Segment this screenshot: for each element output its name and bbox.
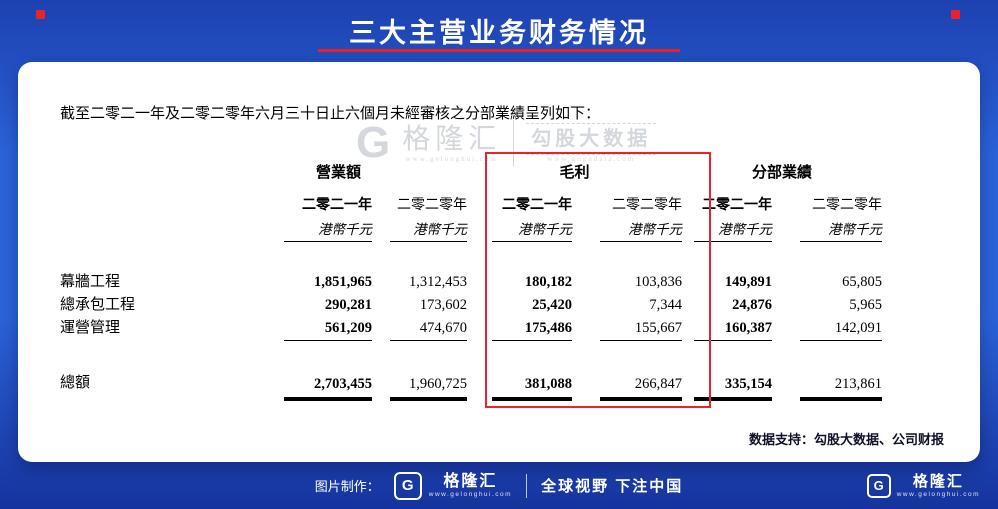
spacer-cell — [60, 220, 210, 243]
footer-divider — [526, 473, 528, 498]
watermark-partner: 勾股大数据 — [526, 123, 657, 155]
made-by-label: 图片制作： — [314, 479, 380, 494]
unit-header: 港幣千元 — [284, 220, 372, 242]
year-header: 二零二零年 — [612, 198, 682, 213]
table-cell: 5,965 — [849, 297, 882, 313]
table-cell: 173,602 — [419, 297, 467, 313]
title-underline — [318, 49, 680, 52]
table-cell: 160,387 — [694, 317, 772, 341]
footer-right-logo: G 格隆汇 www.gelonghui.com — [866, 474, 980, 498]
total-cell: 213,861 — [800, 372, 882, 401]
footer-right-brand: 格隆汇 — [912, 473, 964, 491]
total-cell: 381,088 — [492, 372, 572, 401]
row-label: 運營管理 — [60, 320, 121, 336]
watermark-partner-url: www.gogudata.com — [547, 155, 636, 163]
gross-profit-highlight-box — [485, 152, 711, 408]
year-header: 二零二零年 — [812, 198, 882, 213]
footer-bar: 图片制作： G 格隆汇 www.gelonghui.com 全球视野 下注中国 — [0, 462, 998, 509]
group-header-gross-profit: 毛利 — [559, 165, 590, 181]
spacer-cell — [60, 158, 210, 181]
gelonghui-logo-icon: G — [866, 474, 891, 498]
unit-header: 港幣千元 — [390, 220, 467, 242]
table-cell: 25,420 — [532, 297, 572, 313]
row-label: 總承包工程 — [60, 297, 136, 313]
financial-table: 營業額 毛利 分部業績 二零二一年 二零二零年 二零二一年 二零二零年 二零二一… — [60, 158, 882, 401]
table-cell: 155,667 — [600, 317, 682, 341]
footer-right-brand-block: 格隆汇 www.gelonghui.com — [897, 474, 980, 498]
table-cell: 474,670 — [390, 317, 467, 341]
table-cell: 149,891 — [724, 274, 772, 290]
watermark-brand-block: 格隆汇 www.gelonghui.com — [402, 123, 501, 163]
table-spacer — [60, 341, 882, 372]
table-cell: 24,876 — [732, 297, 772, 313]
corner-decor-left — [36, 10, 45, 19]
footer-right-brand-url: www.gelonghui.com — [896, 490, 980, 498]
row-label: 幕牆工程 — [60, 274, 121, 290]
total-cell: 266,847 — [600, 372, 682, 401]
total-cell: 2,703,455 — [284, 372, 372, 401]
total-cell: 1,960,725 — [390, 372, 467, 401]
watermark-brand: 格隆汇 — [402, 122, 502, 154]
unit-header: 港幣千元 — [694, 220, 772, 242]
table-cell: 103,836 — [634, 274, 682, 290]
intro-text: 截至二零二一年及二零二零年六月三十日止六個月未經審核之分部業績呈列如下： — [60, 106, 601, 122]
footer-brand: 格隆汇 — [443, 473, 498, 491]
corner-decor-right — [951, 10, 960, 19]
watermark: G 格隆汇 www.gelonghui.com 勾股大数据 www.goguda… — [356, 118, 657, 167]
group-header-revenue: 營業額 — [315, 165, 361, 181]
watermark-partner-block: 勾股大数据 www.gogudata.com — [526, 123, 657, 163]
year-header: 二零二一年 — [502, 198, 572, 213]
table-cell: 7,344 — [649, 297, 682, 313]
year-header: 二零二一年 — [702, 198, 772, 213]
table-cell: 175,486 — [492, 317, 572, 341]
table-spacer — [60, 243, 882, 271]
data-support-note: 数据支持：勾股大数据、公司财报 — [748, 432, 944, 447]
total-row-label: 總額 — [60, 375, 91, 391]
table-cell: 561,209 — [284, 317, 372, 341]
unit-header: 港幣千元 — [800, 220, 882, 242]
footer-brand-block: 格隆汇 www.gelonghui.com — [429, 473, 512, 498]
group-header-segment-results: 分部業績 — [751, 165, 812, 181]
footer-slogan: 全球视野 下注中国 — [541, 478, 684, 495]
report-card: 截至二零二一年及二零二零年六月三十日止六個月未經審核之分部業績呈列如下： G 格… — [18, 62, 980, 462]
table-cell: 180,182 — [524, 274, 572, 290]
gelonghui-logo-icon: G — [393, 471, 422, 500]
page-title: 三大主营业务财务情况 — [349, 18, 649, 48]
year-header: 二零二零年 — [397, 198, 467, 213]
gelonghui-logo-icon: G — [356, 118, 391, 167]
total-cell: 335,154 — [694, 372, 772, 401]
table-cell: 290,281 — [324, 297, 372, 313]
table-cell: 1,312,453 — [409, 274, 467, 290]
spacer-cell — [60, 192, 210, 215]
table-cell: 142,091 — [800, 317, 882, 341]
footer-logo: G 格隆汇 www.gelonghui.com — [393, 471, 512, 500]
footer-brand-url: www.gelonghui.com — [428, 490, 513, 498]
unit-header: 港幣千元 — [600, 220, 682, 242]
watermark-divider — [513, 120, 515, 166]
table-cell: 1,851,965 — [314, 274, 372, 290]
watermark-brand-url: www.gelonghui.com — [405, 155, 498, 164]
year-header: 二零二一年 — [302, 198, 372, 213]
table-cell: 65,805 — [842, 274, 882, 290]
unit-header: 港幣千元 — [492, 220, 572, 242]
